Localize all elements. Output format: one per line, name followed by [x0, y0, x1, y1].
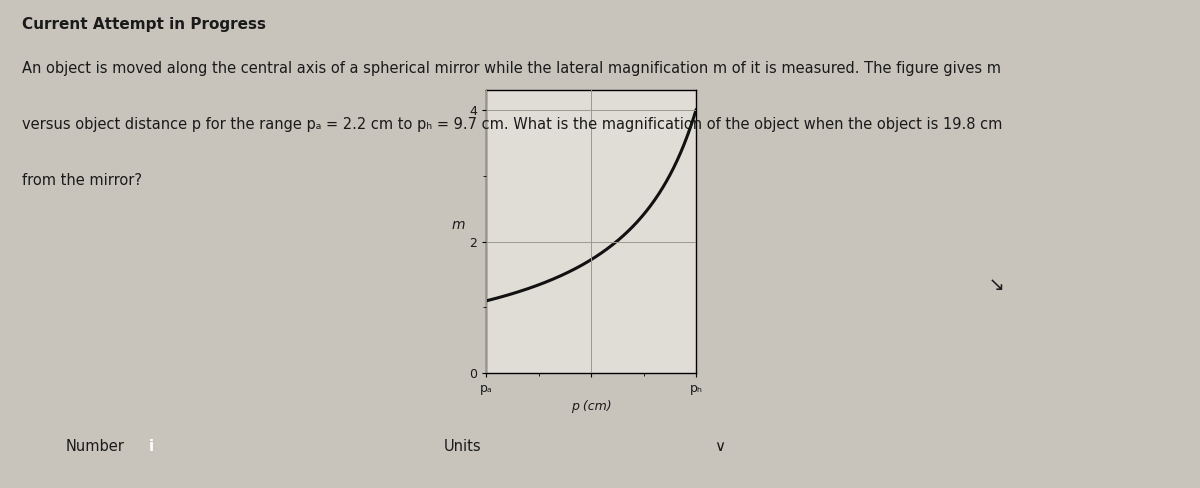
- Text: ∨: ∨: [714, 439, 725, 454]
- Y-axis label: m: m: [451, 218, 464, 232]
- Text: Current Attempt in Progress: Current Attempt in Progress: [22, 17, 265, 32]
- Text: i: i: [149, 439, 154, 454]
- Text: Number: Number: [66, 439, 125, 454]
- Text: ↖: ↖: [984, 274, 1001, 292]
- Text: An object is moved along the central axis of a spherical mirror while the latera: An object is moved along the central axi…: [22, 61, 1001, 76]
- Text: from the mirror?: from the mirror?: [22, 173, 142, 188]
- X-axis label: p (cm): p (cm): [571, 400, 611, 412]
- Text: Units: Units: [444, 439, 481, 454]
- Text: versus object distance p for the range pₐ = 2.2 cm to pₕ = 9.7 cm. What is the m: versus object distance p for the range p…: [22, 117, 1002, 132]
